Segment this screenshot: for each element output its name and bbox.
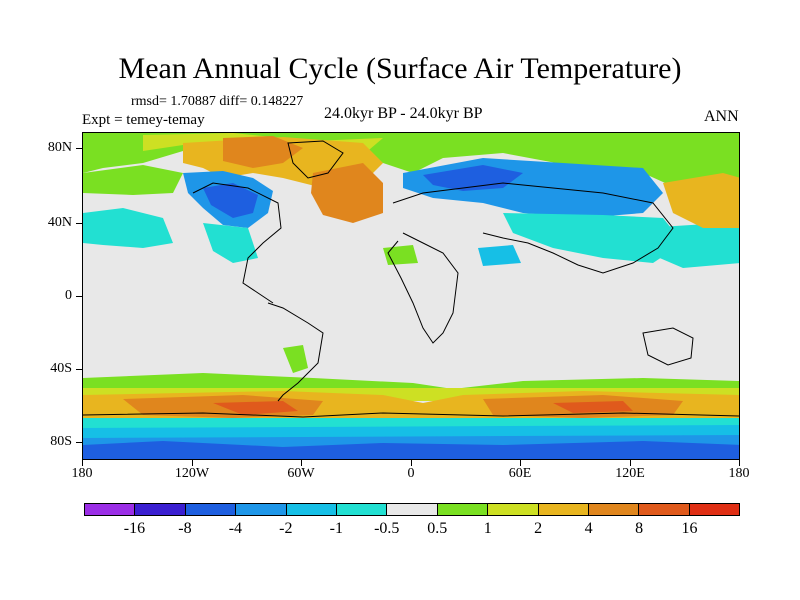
north-pacific-orange (663, 173, 739, 228)
stats-text: rmsd= 1.70887 diff= 0.148227 (131, 94, 304, 109)
colorbar-label: -8 (178, 520, 192, 537)
lon-tick-0 (411, 460, 412, 466)
west-pacific-cyan (643, 223, 739, 268)
colorbar-segment (689, 504, 740, 515)
colorbar-label: 8 (635, 520, 644, 537)
lon-tick-60w (301, 460, 302, 466)
lat-tick-0 (76, 296, 82, 297)
lon-label-120w: 120W (174, 466, 210, 481)
temperature-map (83, 133, 739, 459)
north-atlantic-orange (311, 163, 383, 223)
season-label: ANN (704, 108, 739, 125)
colorbar-segment (538, 504, 589, 515)
lat-label-40s: 40S (50, 361, 72, 376)
colorbar-label: 0.5 (427, 520, 448, 537)
colorbar-label: 1 (483, 520, 492, 537)
lon-label-180e: 180 (728, 466, 750, 481)
pacific-cyan-west (83, 208, 173, 248)
southern-red-east (553, 401, 633, 413)
lon-tick-60e (520, 460, 521, 466)
lon-tick-120e (630, 460, 631, 466)
coastlines (83, 140, 739, 418)
colorbar-segment (588, 504, 640, 515)
greenland-orange (223, 136, 303, 168)
lon-tick-120w (192, 460, 193, 466)
west-coast-cyan (203, 223, 258, 263)
map-panel (82, 132, 740, 460)
tropical-green-patch (383, 245, 418, 265)
colorbar (84, 503, 740, 516)
colorbar-label: 2 (534, 520, 543, 537)
lat-tick-40n (76, 223, 82, 224)
experiment-label: Expt = temey-temay (82, 112, 205, 128)
lon-label-60e: 60E (508, 466, 532, 481)
plot-title: Mean Annual Cycle (Surface Air Temperatu… (118, 52, 682, 85)
colorbar-segment (236, 504, 287, 515)
eurasia-blue (403, 158, 663, 218)
lat-label-80n: 80N (47, 140, 72, 155)
indian-ocean-cyan (478, 245, 521, 266)
colorbar-label: 4 (584, 520, 593, 537)
colorbar-label: 16 (681, 520, 698, 537)
colorbar-segment (387, 504, 438, 515)
lat-label-0: 0 (65, 288, 72, 303)
colorbar-label: -2 (279, 520, 293, 537)
lon-tick-180e (739, 460, 740, 466)
lat-label-80s: 80S (50, 434, 72, 449)
colorbar-label: -1 (329, 520, 343, 537)
lat-tick-40s (76, 369, 82, 370)
colorbar-segment (135, 504, 186, 515)
asia-cyan (503, 213, 683, 263)
period-label: 24.0kyr BP - 24.0kyr BP (324, 105, 483, 122)
colorbar-segment (336, 504, 388, 515)
colorbar-label: -16 (123, 520, 146, 537)
antarctic-dark-blue (83, 441, 739, 459)
colorbar-segment (185, 504, 237, 515)
south-america-green (283, 345, 308, 373)
eurasia-dark-blue (423, 165, 523, 191)
lat-tick-80n (76, 148, 82, 149)
nh-green-small (83, 165, 183, 195)
colorbar-segment (639, 504, 690, 515)
lon-label-0: 0 (407, 466, 415, 481)
colorbar-segment (437, 504, 489, 515)
colorbar-segment (85, 504, 136, 515)
lon-label-60w: 60W (287, 466, 315, 481)
lat-label-40n: 40N (47, 215, 72, 230)
colorbar-label: -4 (228, 520, 243, 537)
colorbar-segment (286, 504, 337, 515)
lon-label-120e: 120E (615, 466, 645, 481)
colorbar-segment (488, 504, 539, 515)
canada-dark-blue (203, 183, 258, 218)
southern-red-west (213, 401, 298, 415)
lat-tick-80s (76, 442, 82, 443)
lon-tick-180w (82, 460, 83, 466)
colorbar-label: -0.5 (374, 520, 400, 537)
lon-label-180w: 180 (71, 466, 93, 481)
